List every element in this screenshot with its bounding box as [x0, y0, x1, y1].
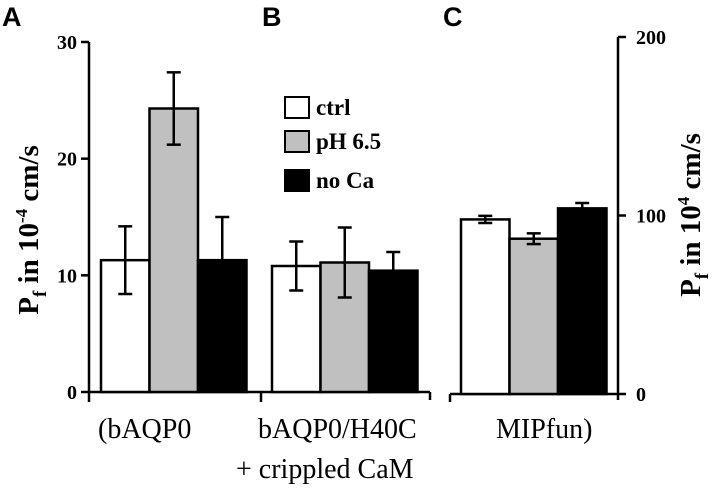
bar-0-2: [196, 258, 248, 394]
panel-label-c: C: [443, 2, 463, 32]
bar-2-1: [508, 237, 560, 396]
category-label-1: bAQP0/H40C: [258, 414, 417, 445]
legend-swatch-ph: [284, 130, 310, 153]
category-label-2: MIPfun): [496, 414, 592, 445]
bar-2-2: [556, 207, 608, 396]
y-tick-label-right: 100: [636, 206, 666, 228]
y-tick-label-left: 30: [57, 32, 77, 54]
panel-label-b: B: [262, 2, 282, 32]
legend: ctrl pH 6.5 no Ca: [284, 95, 381, 193]
bar-1-2: [367, 269, 419, 394]
category-label-0: (bAQP0: [98, 414, 191, 445]
bar-1-1: [319, 261, 371, 394]
y-tick-label-right: 200: [636, 27, 666, 49]
right-y-axis-label: Pf in 104 cm/s: [674, 133, 713, 297]
y-tick-label-left: 10: [57, 265, 77, 287]
y-tick-label-left: 20: [57, 149, 77, 171]
legend-label-ph: pH 6.5: [316, 129, 381, 154]
y-tick-label-right: 0: [636, 384, 646, 406]
category-label-1-line2: + crippled CaM: [236, 454, 414, 485]
legend-label-noca: no Ca: [316, 168, 375, 193]
legend-swatch-noca: [284, 169, 310, 192]
bar-0-1: [148, 107, 200, 394]
y-tick-label-left: 0: [67, 382, 77, 404]
panel-label-a: A: [2, 2, 22, 32]
bar-2-0: [459, 218, 511, 396]
legend-swatch-ctrl: [284, 96, 310, 119]
left-y-axis-label: Pf in 10-4 cm/s: [12, 145, 51, 315]
legend-label-ctrl: ctrl: [316, 95, 350, 120]
